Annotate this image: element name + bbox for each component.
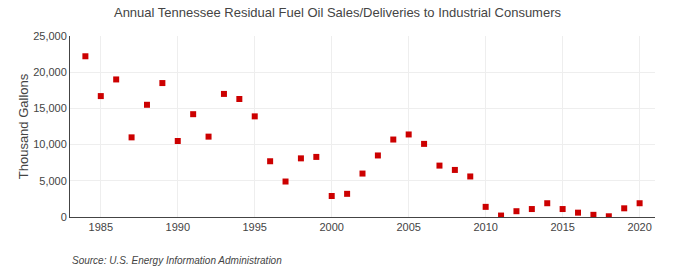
svg-text:1985: 1985 [89, 221, 113, 233]
svg-text:15,000: 15,000 [33, 102, 67, 114]
svg-text:1990: 1990 [166, 221, 190, 233]
svg-text:Annual Tennessee Residual Fuel: Annual Tennessee Residual Fuel Oil Sales… [114, 5, 562, 20]
svg-text:5,000: 5,000 [39, 175, 67, 187]
svg-text:0: 0 [61, 211, 67, 223]
svg-text:20,000: 20,000 [33, 66, 67, 78]
svg-text:10,000: 10,000 [33, 138, 67, 150]
svg-text:25,000: 25,000 [33, 30, 67, 42]
svg-text:2015: 2015 [550, 221, 574, 233]
svg-text:2010: 2010 [473, 221, 497, 233]
svg-text:Thousand Gallons: Thousand Gallons [16, 73, 31, 179]
svg-text:2020: 2020 [627, 221, 651, 233]
svg-text:Source: U.S. Energy Informatio: Source: U.S. Energy Information Administ… [72, 255, 282, 266]
svg-text:2005: 2005 [396, 221, 420, 233]
svg-text:1995: 1995 [242, 221, 266, 233]
svg-text:2000: 2000 [319, 221, 343, 233]
